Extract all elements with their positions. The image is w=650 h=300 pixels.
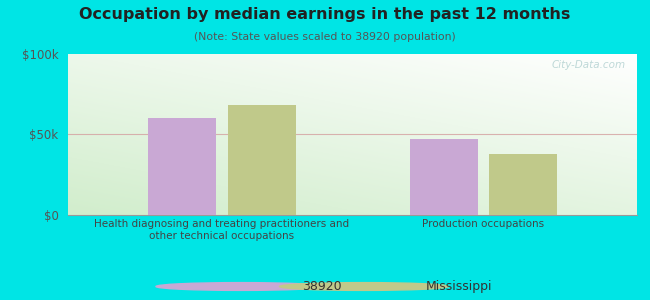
Bar [148,118,216,214]
Bar [489,154,558,214]
Text: City-Data.com: City-Data.com [551,60,625,70]
Text: (Note: State values scaled to 38920 population): (Note: State values scaled to 38920 popu… [194,32,456,41]
Text: Mississippi: Mississippi [426,280,492,293]
Text: 38920: 38920 [302,280,342,293]
Circle shape [156,283,325,290]
Text: Health diagnosing and treating practitioners and
other technical occupations: Health diagnosing and treating practitio… [94,219,350,241]
Text: Occupation by median earnings in the past 12 months: Occupation by median earnings in the pas… [79,8,571,22]
Circle shape [280,283,448,290]
Bar [410,139,478,214]
Bar [227,105,296,214]
Text: Production occupations: Production occupations [422,219,545,229]
